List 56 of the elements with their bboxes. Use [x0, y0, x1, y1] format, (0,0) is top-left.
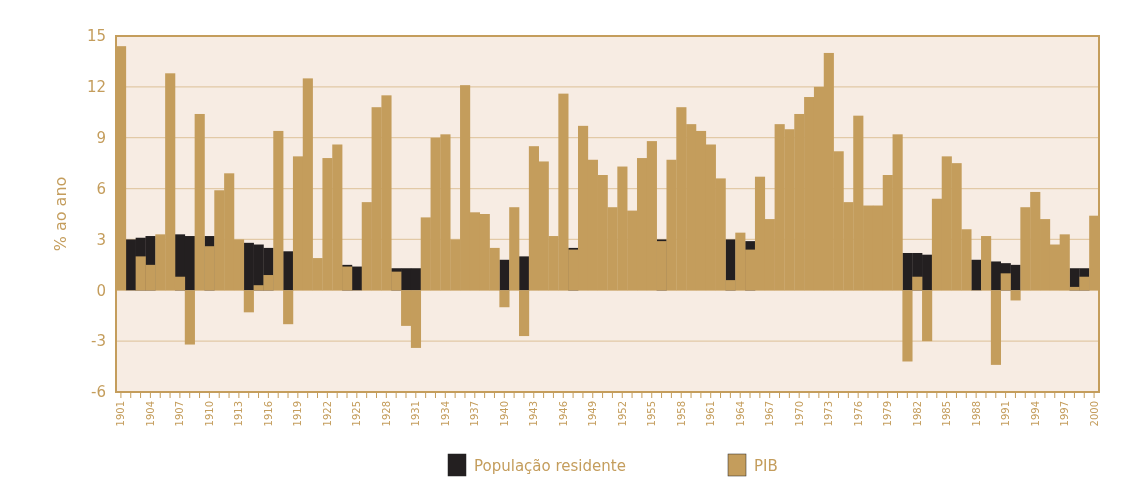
bar — [184, 290, 195, 345]
y-tick-label: -6 — [91, 383, 106, 402]
bar — [990, 290, 1001, 365]
bar — [1000, 273, 1011, 291]
y-tick-label: 9 — [96, 128, 106, 147]
x-tick-label: 1937 — [469, 401, 481, 427]
bar — [519, 290, 530, 337]
legend-label: PIB — [754, 457, 778, 476]
x-tick-label: 1961 — [705, 401, 717, 427]
y-tick-label: 3 — [96, 230, 106, 249]
x-tick-label: 1985 — [941, 401, 953, 427]
x-tick-label: 1943 — [528, 401, 540, 427]
x-tick-label: 1955 — [646, 401, 658, 427]
x-tick-label: 1907 — [174, 401, 186, 427]
x-tick-label: 1946 — [557, 401, 569, 427]
x-tick-label: 1922 — [321, 401, 333, 427]
x-tick-label: 1919 — [292, 401, 304, 427]
y-tick-label: 0 — [96, 281, 106, 300]
bar — [243, 290, 254, 313]
x-tick-label: 1952 — [616, 401, 628, 427]
y-axis-title: % ao ano — [51, 176, 70, 252]
legend-label: População residente — [474, 457, 626, 476]
x-tick-label: 1925 — [351, 401, 363, 427]
bar — [519, 256, 530, 291]
x-tick-label: 1910 — [203, 401, 215, 427]
x-tick-label: 1970 — [793, 401, 805, 427]
y-tick-label: -3 — [91, 332, 106, 351]
x-tick-label: 1913 — [233, 401, 245, 427]
x-tick-label: 1904 — [144, 401, 156, 427]
x-tick-label: 1979 — [882, 401, 894, 427]
x-tick-label: 1901 — [115, 401, 127, 427]
x-tick-label: 1967 — [764, 401, 776, 427]
bar — [351, 266, 363, 291]
x-tick-label: 1994 — [1029, 401, 1041, 427]
x-tick-label: 1997 — [1059, 401, 1071, 427]
x-tick-label: 1991 — [1000, 401, 1012, 427]
x-tick-label: 1934 — [439, 401, 451, 427]
y-tick-label: 6 — [96, 179, 106, 198]
bar — [981, 236, 992, 291]
x-tick-label: 1940 — [498, 401, 510, 427]
y-tick-label: 15 — [86, 27, 106, 46]
x-tick-label: 1928 — [380, 401, 392, 427]
x-tick-label: 1964 — [734, 401, 746, 427]
bar — [922, 290, 933, 342]
x-tick-label: 1949 — [587, 401, 599, 427]
x-tick-label: 1958 — [675, 401, 687, 427]
x-tick-label: 1931 — [410, 401, 422, 427]
y-tick-label: 12 — [86, 78, 106, 97]
x-tick-label: 1982 — [911, 401, 923, 427]
x-tick-label: 1973 — [823, 401, 835, 427]
x-tick-label: 1916 — [262, 401, 274, 427]
bar — [283, 290, 294, 325]
x-tick-label: 2000 — [1088, 401, 1100, 427]
bar — [283, 251, 294, 291]
x-tick-label: 1988 — [970, 401, 982, 427]
x-tick-label: 1976 — [852, 401, 864, 427]
